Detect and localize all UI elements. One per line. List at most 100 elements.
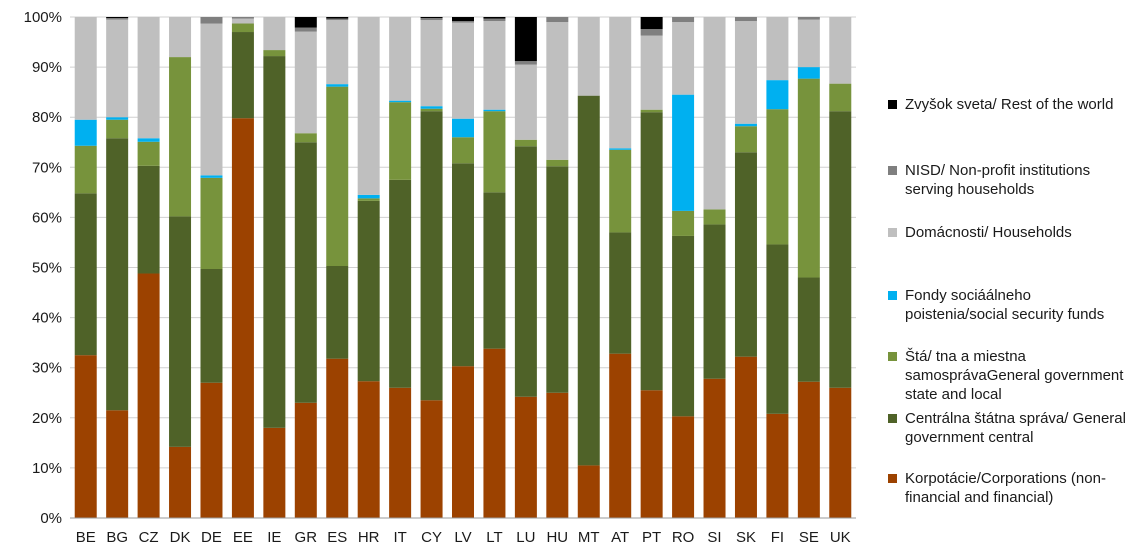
bar-segment — [546, 392, 569, 518]
bar-segment — [797, 17, 820, 20]
bar-segment — [452, 22, 474, 119]
bar-segment — [420, 108, 443, 112]
bar-segment — [734, 126, 757, 153]
bar-segment — [483, 18, 506, 22]
bar-segment — [231, 118, 254, 519]
x-tick-label: RO — [672, 529, 695, 546]
bar-segment — [326, 358, 349, 518]
bar-segment — [546, 17, 569, 23]
x-tick-label: GR — [295, 529, 318, 546]
bar-segment — [263, 17, 286, 51]
stacked-bar-chart: 0% 10% 20% 30% 40% 50% 60% 70% 80% 90% 100% BE BG CZ… — [24, 9, 856, 546]
bar-segment — [797, 67, 820, 79]
x-tick-label: LU — [516, 529, 535, 546]
bar-segment — [263, 427, 286, 518]
bar-segment — [106, 18, 129, 20]
bar-segment — [420, 400, 443, 518]
bar-segment — [734, 152, 757, 357]
bar-segment — [640, 29, 663, 36]
bar-segment — [766, 80, 789, 110]
legend-label: Fondy sociáálneho poistenia/social secur… — [905, 287, 1105, 323]
legend-label: Štá/ tna a miestna samosprávaGeneral gov… — [905, 348, 1124, 403]
bar-segment — [74, 355, 97, 518]
bar-segment — [357, 200, 380, 382]
bar-segment — [514, 61, 537, 65]
bar-segment — [420, 20, 443, 107]
legend-swatch — [888, 414, 897, 423]
bar-segment — [389, 100, 412, 103]
bar-segment — [640, 35, 663, 110]
legend-item-rest-of-world: Zvyšok sveta/ Rest of the world — [888, 95, 1134, 114]
bar-segment — [169, 446, 192, 518]
y-axis: 0% 10% 20% 30% 40% 50% 60% 70% 80% 90% 100% — [24, 9, 62, 527]
y-tick-label: 100% — [24, 9, 62, 26]
bar-segment — [483, 17, 506, 19]
x-tick-label: ES — [327, 529, 347, 546]
bar-segment — [200, 269, 223, 383]
bar-segment — [577, 465, 600, 518]
bar-segment — [137, 273, 160, 518]
legend-swatch — [888, 474, 897, 483]
bar-segment — [200, 177, 223, 270]
bar-segment — [452, 17, 474, 22]
bar-segment — [514, 17, 537, 62]
bar-segment — [200, 17, 223, 24]
legend-swatch — [888, 352, 897, 361]
y-tick-label: 40% — [32, 310, 62, 327]
x-tick-label: BE — [76, 529, 96, 546]
legend-item-nisd: NISD/ Non-profit institutions serving ho… — [888, 161, 1134, 199]
bar-segment — [106, 119, 129, 139]
bar-segment — [200, 23, 223, 176]
bar-segment — [640, 390, 663, 518]
bar-segment — [137, 17, 160, 139]
bar-segment — [74, 119, 97, 146]
y-tick-label: 70% — [32, 159, 62, 176]
bar-segment — [483, 192, 506, 349]
bar-segment — [609, 232, 632, 354]
legend-swatch — [888, 166, 897, 175]
x-tick-label: LT — [486, 529, 502, 546]
bar-segment — [829, 387, 852, 518]
legend-item-households: Domácnosti/ Households — [888, 223, 1134, 242]
bar-segment — [106, 17, 129, 19]
x-tick-label: MT — [578, 529, 600, 546]
bar-segment — [766, 17, 789, 81]
bar-segment — [703, 378, 726, 518]
x-tick-label: AT — [611, 529, 629, 546]
y-tick-label: 20% — [32, 410, 62, 427]
x-tick-label: DE — [201, 529, 222, 546]
bar-segment — [640, 109, 663, 113]
x-tick-label: CY — [421, 529, 442, 546]
x-tick-label: IT — [393, 529, 406, 546]
bar-segment — [766, 244, 789, 414]
legend-swatch — [888, 100, 897, 109]
bar-segment — [137, 165, 160, 274]
bar-segment — [326, 20, 349, 85]
x-tick-label: SE — [799, 529, 819, 546]
bar-segment — [672, 210, 695, 236]
bar-segment — [231, 23, 254, 33]
x-tick-label: SI — [707, 529, 721, 546]
bar-segment — [640, 17, 663, 30]
bar-segment — [734, 21, 757, 124]
x-tick-label: BG — [106, 529, 128, 546]
bar-segment — [703, 17, 726, 210]
bar-segment — [734, 123, 757, 127]
bar-segment — [829, 17, 852, 84]
bar-segment — [420, 106, 443, 109]
x-axis: BE BG CZ DK DE EE IE GR ES HR IT CY LV LT LU HU MT AT PT RO… — [70, 517, 856, 546]
bar-segment — [514, 64, 537, 140]
bar-segment — [200, 382, 223, 518]
x-tick-label: UK — [830, 529, 851, 546]
bar-segment — [672, 17, 695, 23]
bar-segment — [326, 265, 349, 359]
bar-segment — [420, 17, 443, 19]
bar-segment — [452, 137, 474, 164]
bar-segment — [326, 18, 349, 21]
x-tick-label: IE — [267, 529, 281, 546]
bar-segment — [389, 387, 412, 518]
x-tick-label: CZ — [139, 529, 159, 546]
bar-segment — [263, 50, 286, 57]
bar-segment — [263, 56, 286, 428]
bar-segment — [106, 117, 129, 120]
